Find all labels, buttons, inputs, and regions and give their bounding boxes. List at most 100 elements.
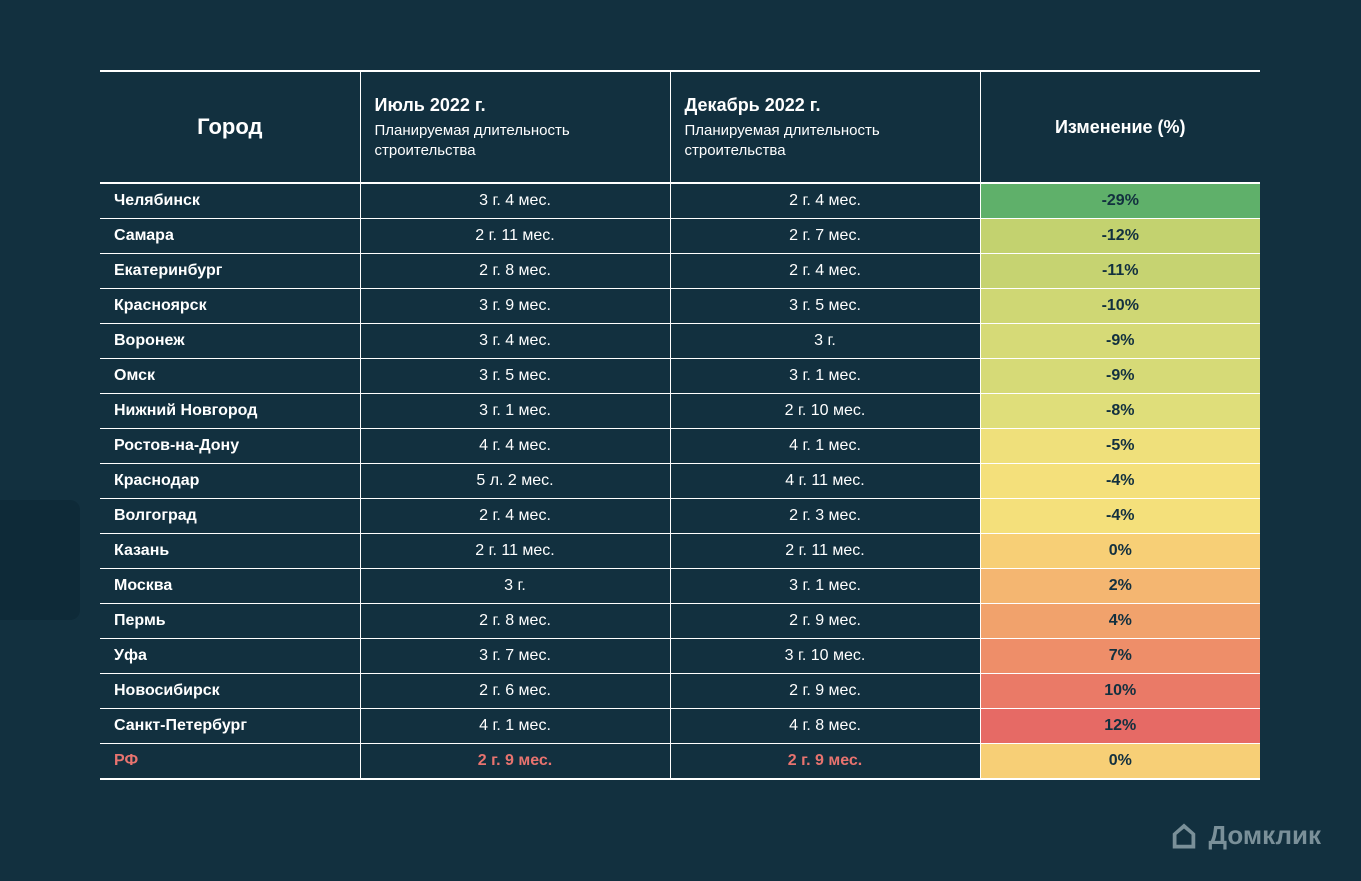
cell-july: 4 г. 4 мес.: [360, 429, 670, 464]
header-city: Город: [100, 71, 360, 183]
table-row: Омск3 г. 5 мес.3 г. 1 мес.-9%: [100, 359, 1260, 394]
cell-change: 10%: [980, 674, 1260, 709]
cell-dec: 4 г. 8 мес.: [670, 709, 980, 744]
table-row: Самара2 г. 11 мес.2 г. 7 мес.-12%: [100, 219, 1260, 254]
cell-city: Москва: [100, 569, 360, 604]
cell-city: Нижний Новгород: [100, 394, 360, 429]
table-row-total: РФ2 г. 9 мес.2 г. 9 мес.0%: [100, 744, 1260, 780]
cell-change: 0%: [980, 534, 1260, 569]
background-decoration: [0, 500, 80, 620]
cell-july: 2 г. 8 мес.: [360, 604, 670, 639]
cell-july: 5 л. 2 мес.: [360, 464, 670, 499]
cell-change: 4%: [980, 604, 1260, 639]
table-row: Воронеж3 г. 4 мес.3 г.-9%: [100, 324, 1260, 359]
cell-dec: 2 г. 4 мес.: [670, 254, 980, 289]
house-icon: [1169, 821, 1199, 851]
header-change: Изменение (%): [980, 71, 1260, 183]
header-dec-title: Декабрь 2022 г.: [685, 95, 821, 115]
header-july-title: Июль 2022 г.: [375, 95, 486, 115]
table-row: Уфа3 г. 7 мес.3 г. 10 мес.7%: [100, 639, 1260, 674]
cell-change: -5%: [980, 429, 1260, 464]
cell-city: Воронеж: [100, 324, 360, 359]
cell-change: 2%: [980, 569, 1260, 604]
cell-city-total: РФ: [100, 744, 360, 780]
header-july: Июль 2022 г. Планируемая длительность ст…: [360, 71, 670, 183]
table-row: Санкт-Петербург4 г. 1 мес.4 г. 8 мес.12%: [100, 709, 1260, 744]
cell-dec-total: 2 г. 9 мес.: [670, 744, 980, 780]
cell-city: Уфа: [100, 639, 360, 674]
cell-july: 4 г. 1 мес.: [360, 709, 670, 744]
cell-july: 3 г.: [360, 569, 670, 604]
cell-dec: 3 г. 1 мес.: [670, 359, 980, 394]
cell-july: 3 г. 4 мес.: [360, 324, 670, 359]
data-table: Город Июль 2022 г. Планируемая длительно…: [100, 70, 1260, 780]
cell-july: 3 г. 5 мес.: [360, 359, 670, 394]
cell-change: -11%: [980, 254, 1260, 289]
cell-dec: 4 г. 1 мес.: [670, 429, 980, 464]
cell-july: 2 г. 11 мес.: [360, 219, 670, 254]
cell-city: Краснодар: [100, 464, 360, 499]
cell-change-total: 0%: [980, 744, 1260, 780]
cell-july: 2 г. 8 мес.: [360, 254, 670, 289]
cell-change: -10%: [980, 289, 1260, 324]
table-row: Екатеринбург2 г. 8 мес.2 г. 4 мес.-11%: [100, 254, 1260, 289]
cell-change: -4%: [980, 499, 1260, 534]
cell-dec: 2 г. 9 мес.: [670, 674, 980, 709]
cell-dec: 2 г. 7 мес.: [670, 219, 980, 254]
header-july-sub: Планируемая длительность строительства: [375, 121, 656, 160]
table-row: Москва3 г.3 г. 1 мес.2%: [100, 569, 1260, 604]
cell-city: Красноярск: [100, 289, 360, 324]
cell-dec: 3 г. 1 мес.: [670, 569, 980, 604]
cell-dec: 4 г. 11 мес.: [670, 464, 980, 499]
cell-city: Ростов-на-Дону: [100, 429, 360, 464]
cell-dec: 2 г. 9 мес.: [670, 604, 980, 639]
cell-change: -9%: [980, 359, 1260, 394]
cell-dec: 2 г. 11 мес.: [670, 534, 980, 569]
construction-duration-table: Город Июль 2022 г. Планируемая длительно…: [100, 70, 1260, 780]
cell-change: -29%: [980, 183, 1260, 219]
cell-change: -4%: [980, 464, 1260, 499]
cell-city: Волгоград: [100, 499, 360, 534]
cell-july: 3 г. 4 мес.: [360, 183, 670, 219]
cell-city: Санкт-Петербург: [100, 709, 360, 744]
cell-july: 2 г. 11 мес.: [360, 534, 670, 569]
table-row: Красноярск3 г. 9 мес.3 г. 5 мес.-10%: [100, 289, 1260, 324]
cell-dec: 3 г. 10 мес.: [670, 639, 980, 674]
header-dec-sub: Планируемая длительность строительства: [685, 121, 966, 160]
logo-text: Домклик: [1209, 820, 1321, 851]
table-row: Пермь2 г. 8 мес.2 г. 9 мес.4%: [100, 604, 1260, 639]
cell-dec: 2 г. 10 мес.: [670, 394, 980, 429]
cell-city: Новосибирск: [100, 674, 360, 709]
cell-dec: 2 г. 3 мес.: [670, 499, 980, 534]
cell-july: 3 г. 1 мес.: [360, 394, 670, 429]
cell-city: Пермь: [100, 604, 360, 639]
cell-city: Самара: [100, 219, 360, 254]
cell-city: Омск: [100, 359, 360, 394]
table-header-row: Город Июль 2022 г. Планируемая длительно…: [100, 71, 1260, 183]
cell-city: Казань: [100, 534, 360, 569]
cell-city: Челябинск: [100, 183, 360, 219]
cell-july: 2 г. 6 мес.: [360, 674, 670, 709]
cell-dec: 3 г. 5 мес.: [670, 289, 980, 324]
domclick-logo: Домклик: [1169, 820, 1321, 851]
cell-change: 7%: [980, 639, 1260, 674]
cell-july: 3 г. 7 мес.: [360, 639, 670, 674]
cell-change: -12%: [980, 219, 1260, 254]
table-row: Новосибирск2 г. 6 мес.2 г. 9 мес.10%: [100, 674, 1260, 709]
table-row: Краснодар5 л. 2 мес.4 г. 11 мес.-4%: [100, 464, 1260, 499]
cell-july-total: 2 г. 9 мес.: [360, 744, 670, 780]
cell-july: 2 г. 4 мес.: [360, 499, 670, 534]
header-dec: Декабрь 2022 г. Планируемая длительность…: [670, 71, 980, 183]
table-row: Казань2 г. 11 мес.2 г. 11 мес.0%: [100, 534, 1260, 569]
cell-change: -8%: [980, 394, 1260, 429]
cell-july: 3 г. 9 мес.: [360, 289, 670, 324]
cell-dec: 3 г.: [670, 324, 980, 359]
cell-change: 12%: [980, 709, 1260, 744]
table-row: Челябинск3 г. 4 мес.2 г. 4 мес.-29%: [100, 183, 1260, 219]
cell-city: Екатеринбург: [100, 254, 360, 289]
table-row: Волгоград2 г. 4 мес.2 г. 3 мес.-4%: [100, 499, 1260, 534]
cell-change: -9%: [980, 324, 1260, 359]
table-row: Ростов-на-Дону4 г. 4 мес.4 г. 1 мес.-5%: [100, 429, 1260, 464]
cell-dec: 2 г. 4 мес.: [670, 183, 980, 219]
table-row: Нижний Новгород3 г. 1 мес.2 г. 10 мес.-8…: [100, 394, 1260, 429]
